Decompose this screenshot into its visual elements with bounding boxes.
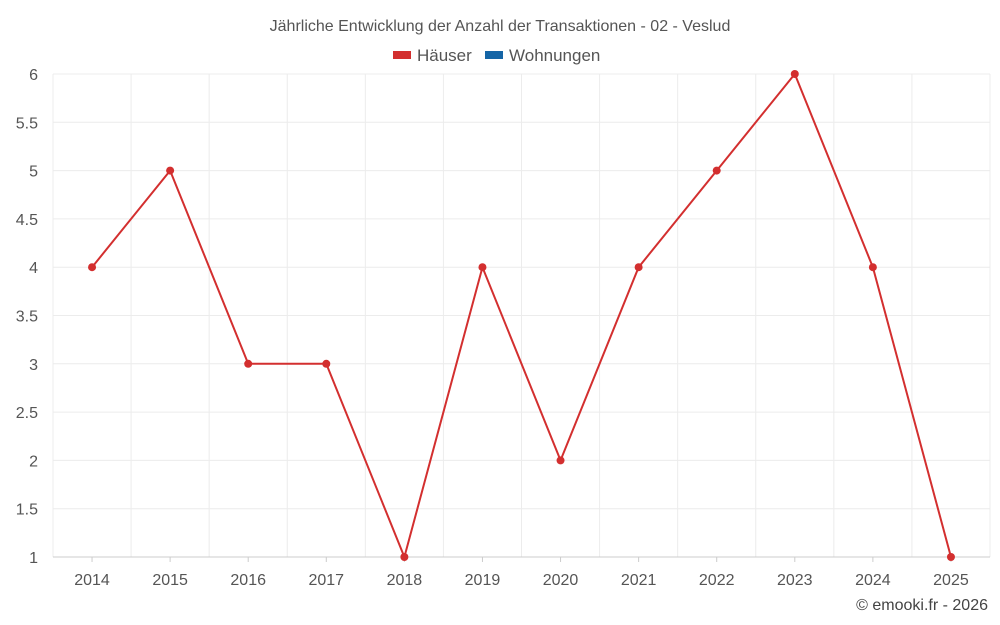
x-tick-label: 2022 <box>699 572 735 589</box>
x-tick-label: 2018 <box>387 572 423 589</box>
data-point[interactable] <box>166 166 175 175</box>
legend-swatch-haeuser <box>393 51 411 59</box>
x-axis: 2014 2015 2016 2017 2018 2019 2020 2021 2022 2023… <box>53 556 990 589</box>
y-tick-label: 4 <box>29 260 38 277</box>
data-point[interactable] <box>868 263 877 272</box>
legend-item-haeuser[interactable]: Häuser <box>393 46 472 65</box>
data-point[interactable] <box>634 263 643 272</box>
credit-text: © emooki.fr - 2026 <box>856 597 988 614</box>
y-tick-label: 5 <box>29 164 38 181</box>
x-tick-label: 2017 <box>308 572 344 589</box>
y-tick-label: 1 <box>29 550 38 567</box>
y-tick-label: 3 <box>29 357 38 374</box>
x-tick-label: 2016 <box>230 572 266 589</box>
x-tick-label: 2023 <box>777 572 813 589</box>
chart-title: Jährliche Entwicklung der Anzahl der Tra… <box>270 18 731 35</box>
x-tick-label: 2025 <box>933 572 969 589</box>
x-tick-label: 2014 <box>74 572 110 589</box>
legend-item-wohnungen[interactable]: Wohnungen <box>485 46 600 65</box>
data-point[interactable] <box>88 263 97 272</box>
data-point[interactable] <box>712 166 721 175</box>
y-tick-label: 1.5 <box>16 502 38 519</box>
x-tick-label: 2020 <box>543 572 579 589</box>
y-tick-label: 3.5 <box>16 309 38 326</box>
data-point[interactable] <box>400 553 409 561</box>
data-point[interactable] <box>946 553 955 561</box>
data-point[interactable] <box>556 456 565 465</box>
y-axis: 1 1.5 2 2.5 3 3.5 4 4.5 5 5.5 6 <box>16 67 38 567</box>
y-tick-label: 5.5 <box>16 115 38 132</box>
y-tick-label: 4.5 <box>16 212 38 229</box>
series-line-0 <box>91 73 952 558</box>
x-tick-label: 2015 <box>152 572 188 589</box>
x-tick-label: 2021 <box>621 572 657 589</box>
data-point[interactable] <box>478 263 487 272</box>
y-tick-label: 6 <box>29 67 38 84</box>
legend: Häuser Wohnungen <box>393 46 600 65</box>
data-point[interactable] <box>790 70 799 78</box>
y-tick-label: 2.5 <box>16 405 38 422</box>
series-layer <box>88 70 955 561</box>
data-point[interactable] <box>244 359 253 368</box>
y-tick-label: 2 <box>29 453 38 470</box>
legend-swatch-wohnungen <box>485 51 503 59</box>
grid <box>52 73 991 558</box>
legend-label-haeuser: Häuser <box>417 46 472 65</box>
legend-label-wohnungen: Wohnungen <box>509 46 600 65</box>
x-tick-label: 2024 <box>855 572 891 589</box>
data-point[interactable] <box>322 359 331 368</box>
x-tick-label: 2019 <box>465 572 501 589</box>
